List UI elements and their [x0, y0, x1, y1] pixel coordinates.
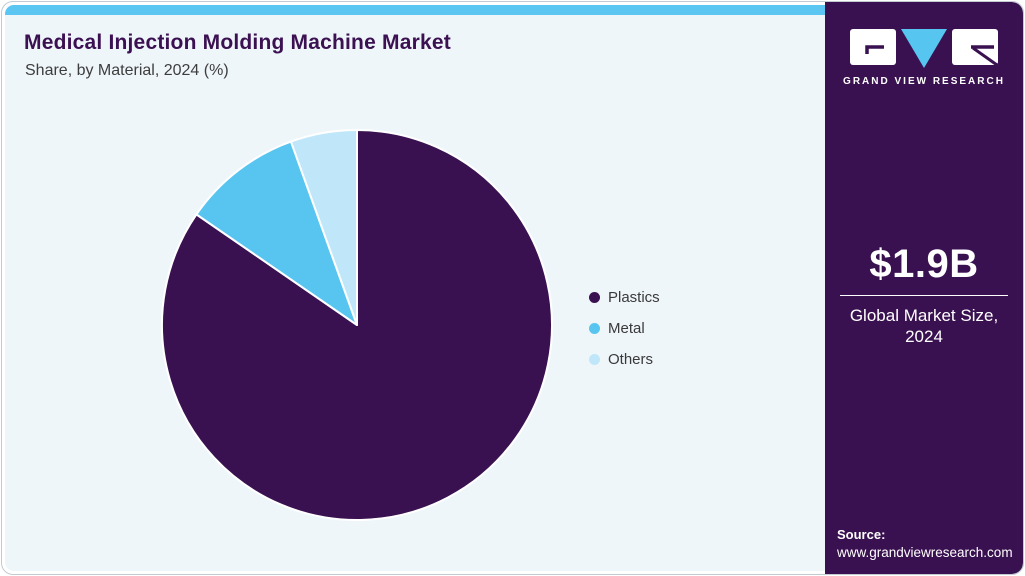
- logo-r-icon: [952, 29, 998, 67]
- divider: [840, 295, 1008, 296]
- page-title: Medical Injection Molding Machine Market: [24, 31, 451, 54]
- source-label: Source:: [837, 527, 886, 542]
- legend-label-others: Others: [608, 350, 654, 368]
- source-block: Source: www.grandviewresearch.com: [837, 527, 1013, 560]
- market-size-label-line1: Global Market Size,: [849, 306, 999, 325]
- grand-view-research-logo-icon: [850, 29, 998, 68]
- logo: GRAND VIEW RESEARCH: [825, 28, 1023, 87]
- pie-chart: [161, 129, 553, 521]
- legend-marker-plastics: [589, 291, 600, 303]
- legend-label-plastics: Plastics: [608, 288, 660, 306]
- logo-brand-text: GRAND VIEW RESEARCH: [843, 76, 1005, 87]
- source-url: www.grandviewresearch.com: [837, 545, 1013, 560]
- chart-panel: Medical Injection Molding Machine Market…: [5, 5, 825, 571]
- legend-marker-metal: [589, 322, 600, 334]
- market-size-value: $1.9B: [869, 242, 979, 286]
- legend: Plastics Metal Others: [589, 288, 660, 381]
- legend-marker-others: [589, 353, 600, 365]
- top-accent-strip: [5, 5, 825, 15]
- legend-item-others: Others: [589, 350, 660, 368]
- legend-item-plastics: Plastics: [589, 288, 660, 306]
- logo-g-icon: [850, 29, 896, 65]
- pie-slice-others: [289, 129, 358, 326]
- market-size-block: $1.9B Global Market Size, 2024: [825, 242, 1023, 347]
- market-size-label-line2: 2024: [905, 327, 943, 346]
- sidebar: GRAND VIEW RESEARCH $1.9B Global Market …: [825, 2, 1023, 574]
- legend-label-metal: Metal: [608, 319, 645, 337]
- pie-slice-metal: [195, 140, 358, 326]
- logo-v-icon: [901, 29, 947, 68]
- legend-item-metal: Metal: [589, 319, 660, 337]
- page-subtitle: Share, by Material, 2024 (%): [25, 62, 229, 79]
